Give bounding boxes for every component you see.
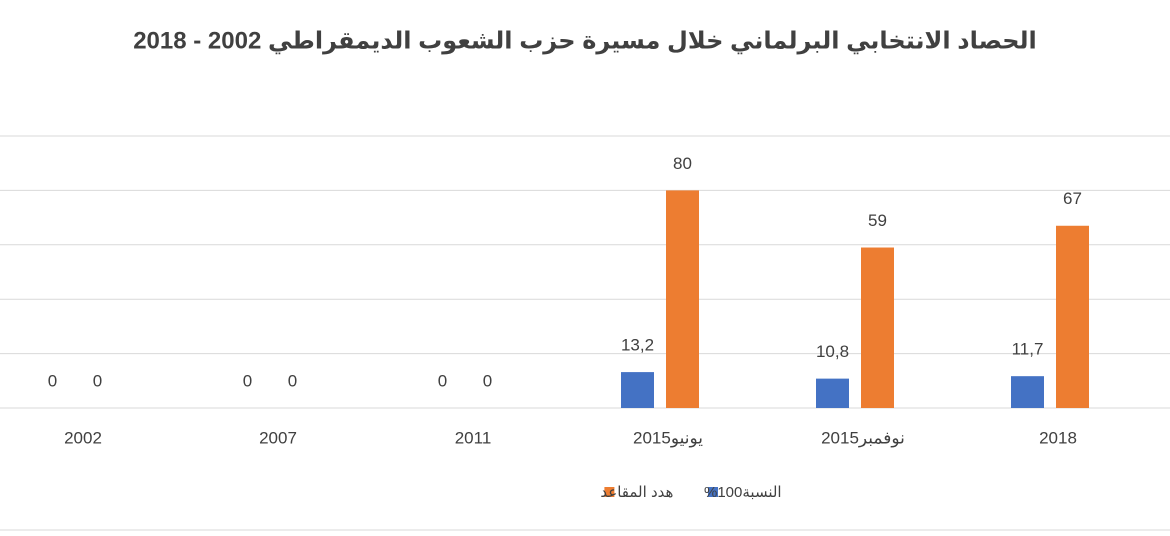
legend-swatch [708, 487, 718, 497]
chart-title: الحصاد الانتخابي البرلماني خلال مسيرة حز… [133, 27, 1037, 54]
bar [621, 372, 654, 408]
data-label: 59 [868, 211, 887, 230]
data-label: 0 [483, 371, 492, 390]
data-label: 0 [438, 371, 447, 390]
bar [1056, 225, 1089, 408]
data-label: 13,2 [621, 336, 654, 355]
x-tick-label: نوفمبر2015 [821, 428, 905, 447]
x-tick-label: 2018 [1039, 428, 1077, 447]
x-tick-label: 2007 [259, 428, 297, 447]
x-tick-label: يونيو2015 [633, 428, 703, 447]
x-tick-label: 2002 [64, 428, 102, 447]
data-label: 0 [93, 371, 102, 390]
bar [816, 378, 849, 408]
data-label: 11,7 [1012, 340, 1044, 359]
x-tick-label: 2011 [455, 428, 492, 447]
legend-label: هدد المقاعد [600, 484, 673, 501]
data-label: 10,8 [816, 342, 849, 361]
data-label: 80 [673, 154, 692, 173]
bar [1011, 376, 1044, 408]
bar [861, 247, 894, 408]
data-label: 0 [48, 371, 57, 390]
legend-swatch [604, 487, 615, 497]
data-label: 67 [1063, 189, 1082, 208]
data-label: 0 [288, 371, 297, 390]
legend-label: النسبة100% [704, 484, 782, 501]
data-label: 0 [243, 371, 252, 390]
bar [666, 190, 699, 408]
